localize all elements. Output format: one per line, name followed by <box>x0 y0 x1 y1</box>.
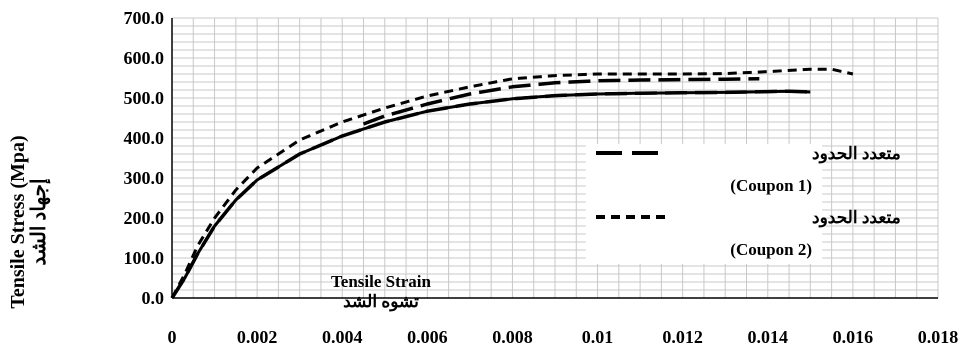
y-axis-label-en: Tensile Stress (Mpa) <box>7 135 29 308</box>
x-tick-label: 0.004 <box>322 327 363 347</box>
y-tick-labels: 0.0 100.0 200.0 300.0 400.0 500.0 600.0 700.0 <box>124 8 165 308</box>
legend-background <box>586 144 822 264</box>
y-tick-label: 300.0 <box>124 168 165 188</box>
x-tick-label: 0.002 <box>237 327 278 347</box>
legend-label-coupon-1-en: (Coupon 1) <box>730 176 812 195</box>
x-tick-label: 0 <box>168 327 177 347</box>
plot-axes <box>171 18 938 299</box>
x-axis-label-en: Tensile Strain <box>331 272 432 291</box>
y-axis-label-ar: إجهاد الشد <box>28 178 51 265</box>
data-series-group <box>170 67 854 299</box>
y-tick-label: 600.0 <box>124 48 165 68</box>
x-tick-labels: 0 0.002 0.004 0.006 0.008 0.01 0.012 0.014 0.016… <box>168 327 959 347</box>
legend-label-coupon-1-ar: متعدد الحدود <box>812 144 901 164</box>
x-axis-label-ar: تشوه الشد <box>343 292 419 312</box>
y-tick-label: 200.0 <box>124 208 165 228</box>
y-tick-label: 500.0 <box>124 88 165 108</box>
x-tick-label: 0.008 <box>492 327 533 347</box>
x-tick-label: 0.012 <box>662 327 703 347</box>
y-tick-label: 100.0 <box>124 248 165 268</box>
y-tick-label: 700.0 <box>124 8 165 28</box>
x-tick-label: 0.014 <box>748 327 789 347</box>
x-tick-label: 0.018 <box>918 327 959 347</box>
y-tick-label: 400.0 <box>124 128 165 148</box>
legend: متعدد الحدود (Coupon 1) متعدد الحدود (Co… <box>586 144 901 264</box>
x-tick-label: 0.016 <box>833 327 874 347</box>
x-tick-label: 0.006 <box>407 327 448 347</box>
x-tick-label: 0.01 <box>582 327 614 347</box>
y-tick-label: 0.0 <box>142 288 165 308</box>
series-line-1-solid <box>170 89 811 299</box>
legend-label-coupon-2-en: (Coupon 2) <box>730 240 812 259</box>
legend-label-coupon-2-ar: متعدد الحدود <box>812 208 901 228</box>
series-line-3 <box>362 77 760 126</box>
